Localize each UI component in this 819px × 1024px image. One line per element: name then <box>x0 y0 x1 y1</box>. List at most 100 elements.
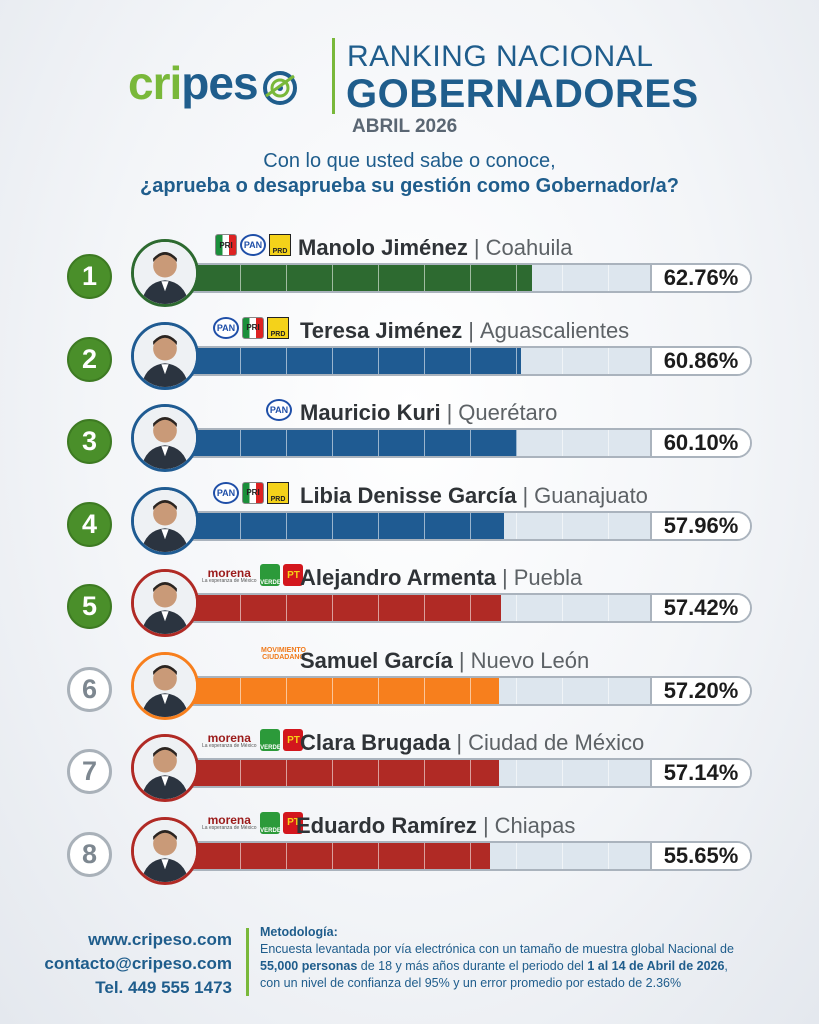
candidate-name: Clara Brugada <box>300 730 451 755</box>
party-logos: PRI PAN PRD <box>215 234 294 256</box>
website-link[interactable]: www.cripeso.com <box>88 930 232 949</box>
name-separator: | <box>446 400 453 425</box>
prd-logo-icon: PRD <box>267 316 289 339</box>
bar-gridline <box>378 512 379 539</box>
candidate-name: Manolo Jiménez <box>298 235 468 260</box>
bar-gridline <box>470 265 471 291</box>
bar-gridline <box>378 265 379 291</box>
bar-gridline <box>240 430 241 456</box>
bar-gridline <box>286 760 287 786</box>
rank-badge: 3 <box>67 419 112 464</box>
prd-logo-icon: PRD <box>267 481 289 504</box>
party-logos: morena La esperanza de México VERDE PT <box>202 564 306 586</box>
bar-gridline <box>608 842 609 869</box>
bar-gridline <box>378 595 379 621</box>
name-separator: | <box>502 565 508 590</box>
percentage-label: 57.42% <box>650 595 750 621</box>
name-separator: | <box>456 730 463 755</box>
percentage-label: 57.20% <box>650 677 750 704</box>
methodology-title: Metodología: <box>260 925 338 939</box>
verde-logo-icon: VERDE <box>260 811 281 834</box>
bar-gridline <box>516 347 517 374</box>
rank-badge: 7 <box>67 749 112 794</box>
contact-block: www.cripeso.com contacto@cripeso.com Tel… <box>20 928 232 1000</box>
name-separator: | <box>468 317 474 343</box>
ranking-row: 7 57.14% morena La esperanza de México VERDE… <box>0 727 819 809</box>
method-part-2: de 18 y más años durante el periodo del <box>357 959 588 973</box>
candidate-photo <box>131 486 199 555</box>
candidate-state: Ciudad de México <box>468 730 645 755</box>
header-divider <box>332 38 335 114</box>
bar-gridline <box>470 347 471 374</box>
bar-gridline <box>516 265 517 291</box>
candidate-state: Chiapas <box>494 812 576 838</box>
candidate-name-line: Teresa Jiménez | Aguascalientes <box>300 318 629 344</box>
gobernadores-title: GOBERNADORES <box>346 72 699 116</box>
logo-text-blue: pes <box>181 57 258 109</box>
approval-bar: 60.10% <box>160 428 752 458</box>
approval-bar: 57.96% <box>160 510 752 541</box>
bar-gridline <box>608 430 609 456</box>
candidate-photo <box>131 404 199 472</box>
verde-logo-icon: VERDE <box>260 729 281 751</box>
ranking-title: RANKING NACIONAL <box>347 40 654 73</box>
rank-badge: 2 <box>67 336 112 382</box>
bar-gridline <box>332 842 333 869</box>
bar-gridline <box>286 677 287 704</box>
bar-gridline <box>470 512 471 539</box>
pan-logo-icon: PAN <box>240 234 266 256</box>
approval-bar: 62.76% <box>160 263 752 293</box>
bar-gridline <box>286 265 287 291</box>
bar-gridline <box>240 512 241 539</box>
candidate-name: Teresa Jiménez <box>300 317 463 343</box>
pan-logo-icon: PAN <box>213 316 239 339</box>
bar-gridline <box>516 430 517 456</box>
bar-fill <box>162 760 500 786</box>
bar-fill <box>162 347 522 374</box>
method-part-3: , <box>724 959 728 973</box>
bar-gridline <box>332 595 333 621</box>
candidate-photo <box>131 569 199 637</box>
bar-gridline <box>562 677 563 704</box>
email-link[interactable]: contacto@cripeso.com <box>44 954 232 973</box>
prd-logo-icon: PRD <box>269 234 291 256</box>
bar-gridline <box>240 347 241 374</box>
bar-gridline <box>240 595 241 621</box>
pri-logo-icon: PRI <box>215 234 237 256</box>
party-logos: PAN PRI PRD <box>213 316 292 339</box>
party-logos: MOVIMIENTO CIUDADANO <box>261 647 309 661</box>
ranking-row: 2 60.86% PAN PRI PRD Teresa Jiménez | Aguascali… <box>0 315 819 397</box>
bar-gridline <box>562 265 563 291</box>
bar-gridline <box>516 842 517 869</box>
bar-gridline <box>562 842 563 869</box>
approval-bar: 57.14% <box>160 758 752 788</box>
approval-bar: 57.20% <box>160 675 752 706</box>
bar-gridline <box>470 595 471 621</box>
candidate-name-line: Manolo Jiménez | Coahuila <box>298 235 572 261</box>
pri-logo-icon: PRI <box>242 481 264 504</box>
ranking-row: 6 57.20% MOVIMIENTO CIUDADANO Samuel García |… <box>0 645 819 727</box>
name-separator: | <box>482 812 489 838</box>
bar-gridline <box>332 760 333 786</box>
bar-fill <box>162 595 501 621</box>
bar-gridline <box>424 677 425 704</box>
bar-gridline <box>608 595 609 621</box>
candidate-state: Guanajuato <box>534 482 648 508</box>
candidate-state: Nuevo León <box>470 647 590 673</box>
percentage-label: 60.86% <box>650 347 750 374</box>
percentage-label: 55.65% <box>650 842 750 869</box>
bar-gridline <box>424 430 425 456</box>
ranking-row: 1 62.76% PRI PAN PRD Manolo Jiménez | Coahuila <box>0 232 819 314</box>
candidate-name: Samuel García <box>300 647 453 673</box>
bar-fill <box>162 842 491 869</box>
rank-badge: 8 <box>67 831 112 877</box>
candidate-name-line: Clara Brugada | Ciudad de México <box>300 730 644 756</box>
bar-gridline <box>240 842 241 869</box>
name-separator: | <box>473 235 480 260</box>
candidate-state: Aguascalientes <box>479 317 630 343</box>
bar-gridline <box>470 677 471 704</box>
bar-gridline <box>378 842 379 869</box>
bar-gridline <box>424 265 425 291</box>
bar-fill <box>162 265 533 291</box>
candidate-photo <box>131 321 199 390</box>
